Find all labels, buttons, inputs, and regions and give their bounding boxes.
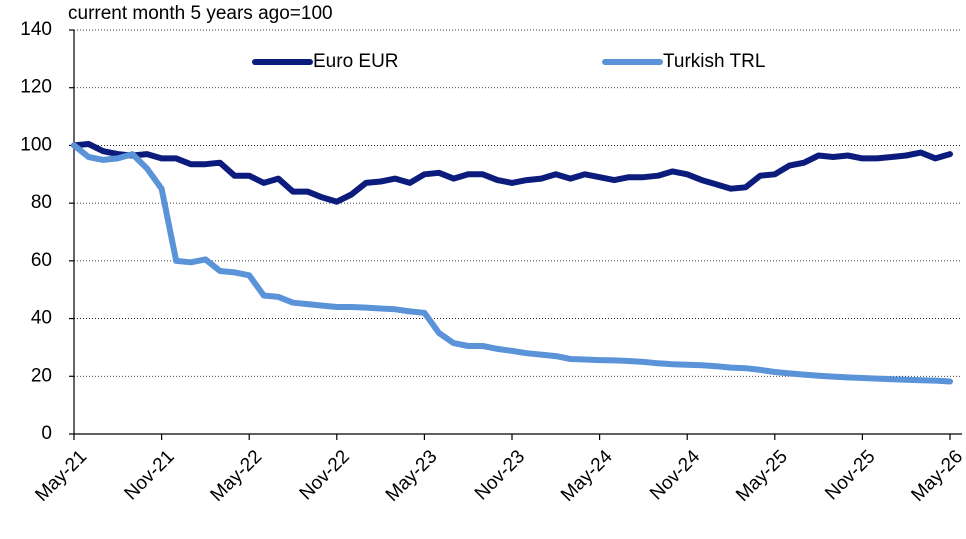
x-tick-label: May-23 bbox=[382, 446, 442, 506]
x-tick-label: May-21 bbox=[31, 446, 91, 506]
line-series bbox=[71, 141, 953, 205]
y-tick-label: 140 bbox=[20, 19, 52, 40]
legend-label: Euro EUR bbox=[313, 51, 399, 72]
y-tick-label: 0 bbox=[41, 423, 52, 444]
x-tick-label: Nov-21 bbox=[121, 446, 179, 504]
x-tick-label: Nov-23 bbox=[471, 446, 529, 504]
x-tick-label: Nov-24 bbox=[646, 446, 704, 504]
x-tick-label: Nov-25 bbox=[821, 446, 879, 504]
y-tick-label: 20 bbox=[31, 365, 52, 386]
x-tick-label: May-25 bbox=[732, 446, 792, 506]
x-tick-label: May-26 bbox=[907, 446, 966, 506]
x-tick-label: May-22 bbox=[207, 446, 267, 506]
y-tick-label: 40 bbox=[31, 308, 52, 329]
y-tick-label: 120 bbox=[20, 77, 52, 98]
chart-subtitle: current month 5 years ago=100 bbox=[68, 3, 333, 24]
y-tick-label: 60 bbox=[31, 250, 52, 271]
legend-label: Turkish TRL bbox=[663, 51, 765, 72]
y-tick-label: 80 bbox=[31, 192, 52, 213]
y-tick-label: 100 bbox=[20, 134, 52, 155]
line-series bbox=[71, 142, 953, 385]
x-tick-label: May-24 bbox=[557, 446, 617, 506]
x-tick-label: Nov-22 bbox=[296, 446, 354, 504]
